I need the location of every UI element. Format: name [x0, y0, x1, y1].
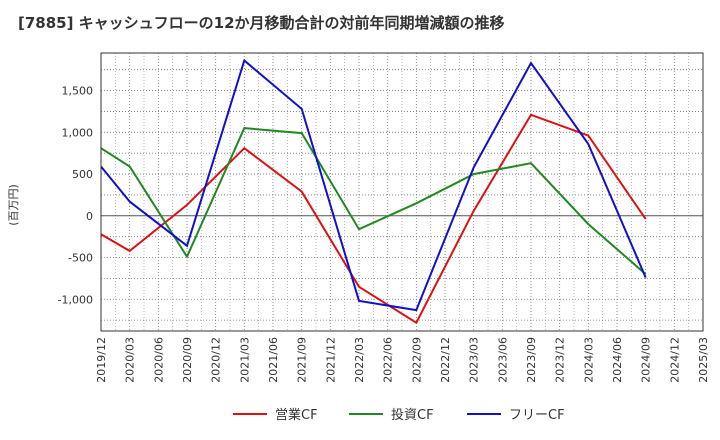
series-line-1 [100, 127, 647, 275]
x-tick-label: 2021/03 [238, 337, 251, 383]
x-tick-label: 2024/12 [668, 337, 681, 383]
y-tick-label: 0 [86, 210, 93, 223]
plot-area-border [100, 52, 704, 332]
x-tick-label: 2020/09 [181, 337, 194, 383]
x-tick-label: 2019/12 [95, 337, 108, 383]
grid [100, 53, 704, 331]
x-tick-label: 2023/06 [496, 337, 509, 383]
legend-label-1: 投資CF [391, 407, 434, 423]
x-tick-label: 2022/06 [382, 337, 395, 383]
x-tick-label: 2025/03 [697, 337, 710, 383]
series-line-2 [100, 58, 647, 312]
x-tick-label: 2022/12 [439, 337, 452, 383]
y-tick-label: 1,000 [62, 126, 94, 139]
x-tick-label: 2022/03 [353, 337, 366, 383]
y-tick-label: -1,000 [58, 293, 93, 306]
x-tick-label: 2023/03 [468, 337, 481, 383]
chart-title: [7885] キャッシュフローの12か月移動合計の対前年同期増減額の推移 [18, 14, 505, 32]
y-tick-label: 500 [72, 168, 93, 181]
x-tick-label: 2020/12 [210, 337, 223, 383]
x-tick-label: 2024/03 [582, 337, 595, 383]
x-tick-labels: 2019/12 2020/03 2020/06 2020/09 2020/12 2021/… [95, 337, 710, 383]
legend-label-0: 営業CF [275, 407, 318, 423]
x-tick-label: 2020/06 [152, 337, 165, 383]
x-tick-label: 2024/09 [640, 337, 653, 383]
plot-frame [100, 52, 704, 332]
series-line-0 [100, 113, 647, 325]
x-tick-label: 2024/06 [611, 337, 624, 383]
x-tick-label: 2021/06 [267, 337, 280, 383]
series-lines [100, 58, 647, 325]
y-tick-label: -500 [68, 252, 93, 265]
y-tick-label: 1,500 [62, 85, 94, 98]
x-tick-label: 2021/12 [324, 337, 337, 383]
x-tick-label: 2020/03 [124, 337, 137, 383]
legend-label-2: フリーCF [509, 408, 565, 423]
x-tick-label: 2023/09 [525, 337, 538, 383]
x-tick-label: 2021/09 [296, 337, 309, 383]
legend: 営業CF 投資CF フリーCF [233, 407, 565, 423]
y-axis-label: (百万円) [7, 184, 20, 226]
x-tick-label: 2023/12 [554, 337, 567, 383]
y-tick-labels: -1,000 -500 0 500 1,000 1,500 [58, 85, 93, 307]
x-tick-label: 2022/09 [410, 337, 423, 383]
